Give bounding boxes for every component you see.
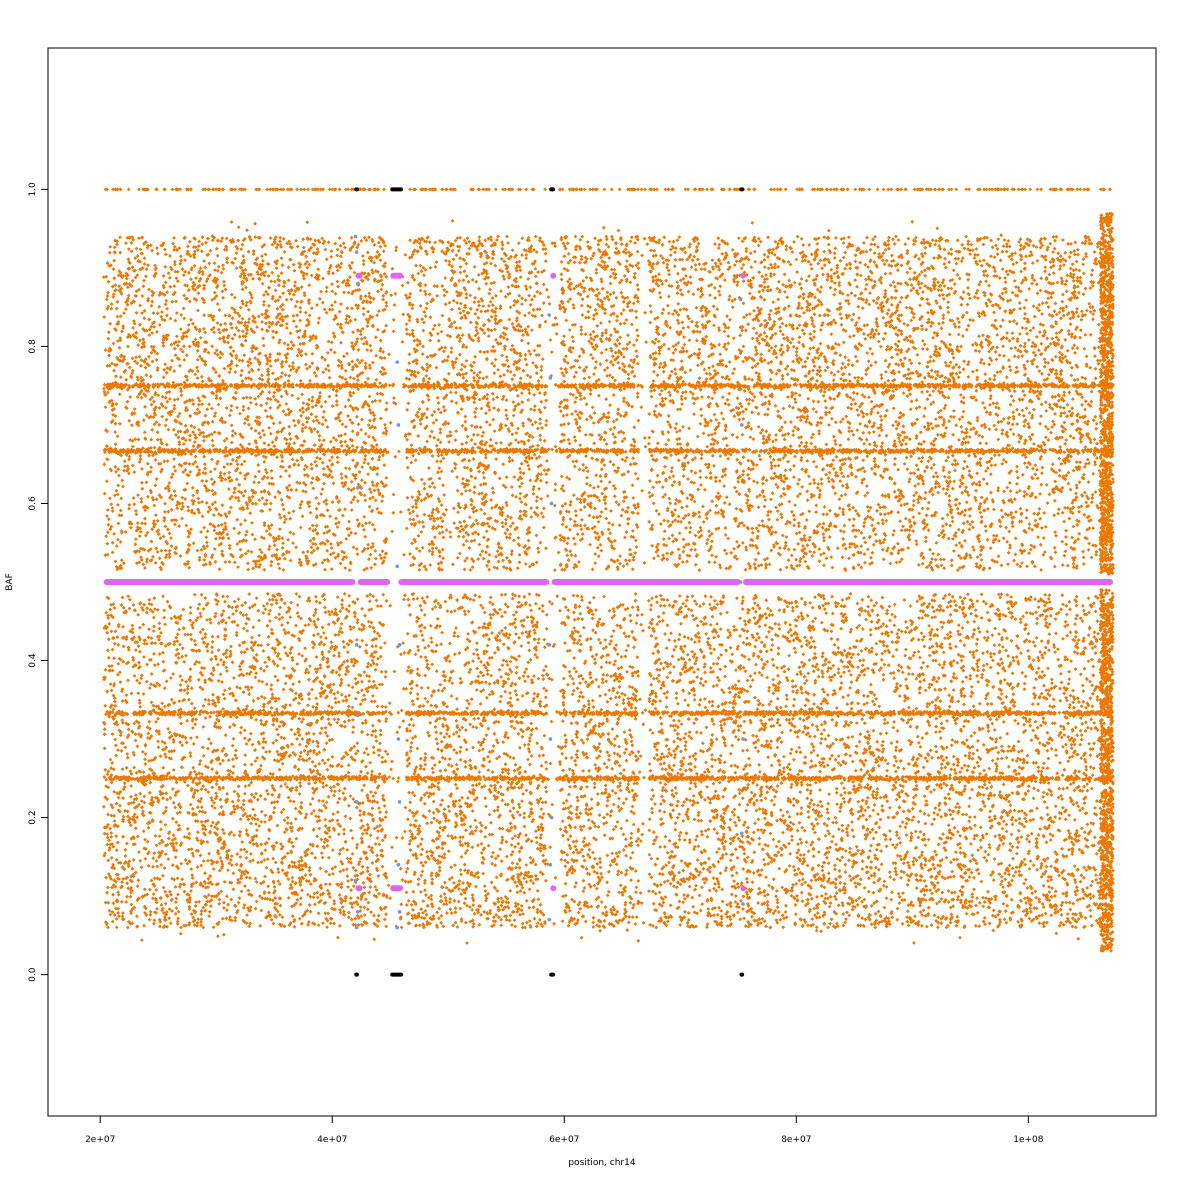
orange-baf-points [101,187,1115,953]
blue-point [548,862,553,867]
y-tick-label: 0.0 [28,967,38,982]
x-axis-title: position, chr14 [568,1158,635,1168]
blue-point [396,737,401,741]
blue-point [396,423,401,427]
magenta-segment [740,272,746,279]
blue-point [548,737,553,741]
points-layer [101,187,1115,977]
blue-point [397,910,402,914]
blue-point [354,643,359,647]
blue-point [355,485,360,490]
blue-point [740,831,744,836]
y-axis-title: BAF [5,573,15,591]
blue-point [741,902,745,906]
blue-point [397,800,402,804]
y-tick-label: 0.6 [28,496,38,511]
y-tick-label: 0.4 [28,653,38,668]
black-segment [354,972,359,977]
blue-point [355,910,360,914]
magenta-segment [398,579,550,585]
blue-point [396,862,401,867]
blue-point [548,376,553,380]
y-tick-label: 0.8 [28,339,38,354]
y-tick-label: 0.2 [28,810,38,824]
x-tick-label: 2e+07 [85,1135,115,1145]
blue-point [354,250,359,254]
blue-point [354,800,359,804]
blue-point [740,423,744,427]
blue-point [395,925,400,930]
black-segment [739,972,745,977]
magenta-segment [740,885,746,892]
black-segment [549,187,556,192]
black-segment [354,187,359,192]
y-axis: 0.0 0.2 0.4 0.6 0.8 1.0 [28,182,48,982]
blue-point [395,360,400,364]
x-axis: 2e+07 4e+07 6e+07 8e+07 1e+08 [85,1116,1044,1145]
blue-point [549,815,554,820]
magenta-segment [355,272,363,279]
blue-point [395,564,400,569]
magenta-segment [390,272,404,279]
blue-point [355,713,360,718]
x-tick-label: 4e+07 [317,1135,347,1145]
black-segment [549,972,556,977]
blue-point [549,501,554,506]
black-segment [739,187,745,192]
magenta-segment [103,579,356,585]
blue-point [547,917,552,922]
magenta-segment [355,885,363,892]
black-segment [390,187,404,192]
magenta-segment [550,272,557,279]
magenta-segment [550,885,557,892]
blue-point [738,297,743,302]
blue-point [547,313,552,317]
magenta-segment [742,579,1114,585]
magenta-segment [551,579,741,585]
y-tick-label: 1.0 [28,182,38,197]
x-tick-label: 6e+07 [549,1135,579,1145]
magenta-segment [357,579,391,585]
blue-point [738,580,743,584]
blue-point [353,234,358,239]
blue-point [354,925,359,930]
x-tick-label: 8e+07 [781,1135,811,1145]
blue-point [353,878,358,883]
blue-point [741,737,745,741]
black-segment [390,972,404,977]
plot-frame [47,47,1157,1117]
x-tick-label: 1e+08 [1013,1135,1044,1145]
blue-point [355,281,360,286]
blue-point [547,643,552,647]
magenta-segment [390,885,404,892]
blue-point [397,643,402,647]
